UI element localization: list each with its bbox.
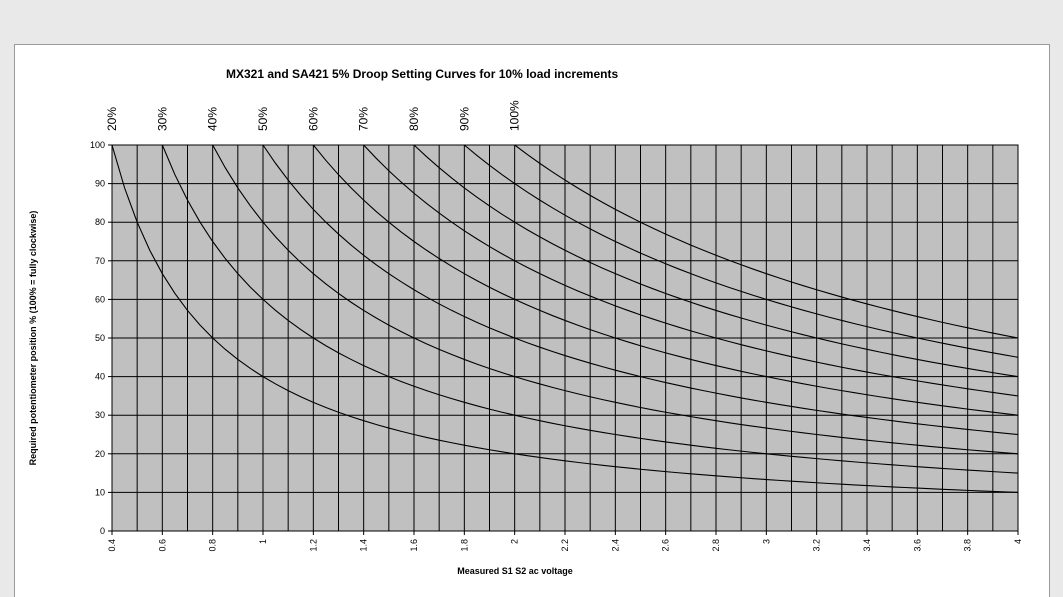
- x-axis-ticks: 0.4 0.6 0.8 1 1.2 1.4 1.6 1.8 2 2.2 2.4 2.6 2.8 3 3.2 3…: [107, 530, 1023, 552]
- x-tick-label: 2.4: [610, 539, 620, 552]
- y-tick-label: 80: [95, 217, 105, 227]
- y-axis-ticks: 0 10 20 30 40 50 60 70 80 90 100: [90, 140, 113, 536]
- y-tick-label: 50: [95, 333, 105, 343]
- x-tick-label: 2.8: [711, 539, 721, 552]
- curve-labels: 20% 30% 40% 50% 60% 70% 80% 90% 100%: [105, 100, 522, 131]
- x-tick-label: 3.4: [862, 539, 872, 552]
- x-tick-label: 1.6: [409, 539, 419, 552]
- y-tick-label: 90: [95, 179, 105, 189]
- series-line-6: [363, 144, 1019, 397]
- x-tick-label: 3.2: [812, 539, 822, 552]
- x-tick-label: 2.6: [661, 539, 671, 552]
- series-line-5: [312, 144, 1019, 416]
- x-tick-label: 1: [258, 539, 268, 544]
- curve-label-8: 90%: [457, 107, 471, 131]
- x-tick-label: 1.4: [359, 539, 369, 552]
- x-tick-label: 0.8: [208, 539, 218, 552]
- x-tick-label: 3.6: [912, 539, 922, 552]
- y-tick-label: 70: [95, 256, 105, 266]
- y-tick-label: 100: [90, 140, 105, 150]
- plot-area: [111, 144, 1019, 532]
- series-line-1: [111, 144, 1019, 493]
- series-line-9: [514, 144, 1019, 339]
- y-tick-label: 10: [95, 487, 105, 497]
- x-tick-label: 0.4: [107, 539, 117, 552]
- x-tick-label: 0.6: [157, 539, 167, 552]
- y-tick-label: 60: [95, 294, 105, 304]
- x-tick-label: 4: [1013, 539, 1023, 544]
- y-tick-label: 0: [100, 526, 105, 536]
- curve-label-3: 40%: [206, 107, 220, 131]
- curve-label-6: 70%: [357, 107, 371, 131]
- chart-title: MX321 and SA421 5% Droop Setting Curves …: [226, 67, 618, 81]
- series-line-7: [413, 144, 1019, 378]
- x-tick-label: 1.8: [459, 539, 469, 552]
- series-line-4: [262, 144, 1019, 436]
- y-axis-label: Required potentiometer position % (100% …: [28, 211, 38, 466]
- curve-label-5: 60%: [306, 107, 320, 131]
- curve-label-4: 50%: [256, 107, 270, 131]
- curves: [111, 144, 1019, 493]
- curve-label-7: 80%: [407, 107, 421, 131]
- x-axis-label: Measured S1 S2 ac voltage: [457, 566, 573, 576]
- chart-sheet: MX321 and SA421 5% Droop Setting Curves …: [14, 44, 1050, 597]
- curve-label-9: 100%: [508, 100, 522, 131]
- x-tick-label: 2: [510, 539, 520, 544]
- x-tick-label: 3: [761, 539, 771, 544]
- series-line-2: [161, 144, 1019, 474]
- curve-label-2: 30%: [155, 107, 169, 131]
- y-tick-label: 40: [95, 372, 105, 382]
- droop-chart: MX321 and SA421 5% Droop Setting Curves …: [28, 67, 1023, 576]
- series-line-8: [463, 144, 1019, 358]
- x-tick-label: 1.2: [308, 539, 318, 552]
- y-tick-label: 20: [95, 449, 105, 459]
- curve-label-1: 20%: [105, 107, 119, 131]
- series-line-3: [212, 144, 1019, 455]
- x-tick-label: 3.8: [963, 539, 973, 552]
- y-tick-label: 30: [95, 410, 105, 420]
- x-tick-label: 2.2: [560, 539, 570, 552]
